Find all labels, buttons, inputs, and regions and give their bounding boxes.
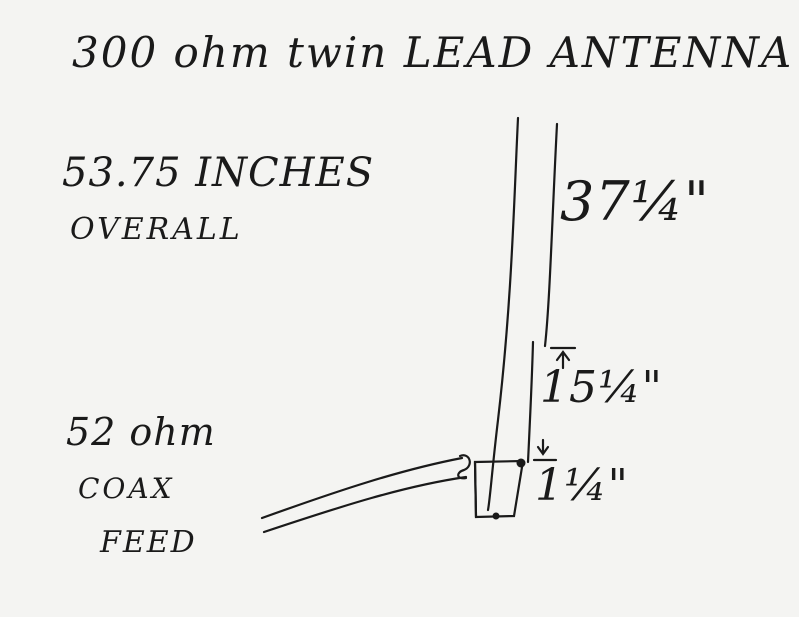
bottom-dot — [492, 512, 500, 520]
coax-upper — [260, 456, 464, 520]
top-section-length: 37¼" — [560, 170, 710, 233]
inner-stub-line — [526, 340, 535, 464]
down-arrow — [536, 438, 550, 456]
feed-label: FEED — [100, 525, 197, 560]
up-arrow — [555, 350, 571, 370]
overall-length-value: 53.75 INCHES — [62, 150, 375, 196]
feed-box — [473, 459, 525, 519]
twin-lead-left-wire — [486, 116, 520, 512]
bottom-section-length: 1¼" — [535, 460, 629, 511]
coax-lower — [262, 475, 468, 534]
feed-box-left — [473, 460, 478, 519]
coax-connector — [457, 454, 471, 480]
middle-section-length: 15¼" — [540, 362, 663, 413]
feed-type: COAX — [78, 472, 175, 505]
feed-impedance: 52 ohm — [66, 410, 216, 454]
diagram-title: 300 ohm twin LEAD ANTENNA — [72, 28, 794, 77]
junction-dot — [516, 458, 526, 468]
overall-length-label: OVERALL — [70, 212, 243, 247]
twin-lead-right-wire — [543, 122, 559, 348]
